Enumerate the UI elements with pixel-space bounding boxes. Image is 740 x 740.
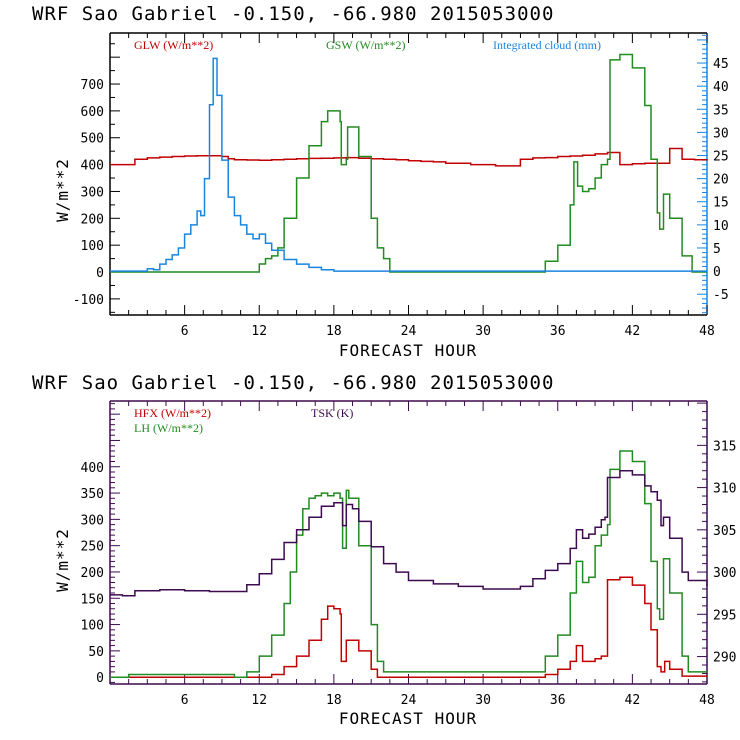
- integrated-cloud-series-line: [110, 57, 707, 272]
- right-y-tick-label: 25: [713, 150, 729, 165]
- gsw-series-line: [110, 53, 707, 273]
- x-tick-label: 12: [251, 693, 267, 708]
- legend-lh: LH (W/m**2): [134, 421, 203, 435]
- left-y-tick-label: 150: [81, 592, 104, 607]
- left-y-tick-label: 100: [81, 619, 104, 634]
- right-y-tick-label: 5: [713, 242, 721, 257]
- right-y-tick-label: 290: [713, 651, 736, 666]
- x-tick-label: 24: [401, 693, 417, 708]
- lh-series-line: [110, 450, 707, 678]
- top-panel-title: WRF Sao Gabriel -0.150, -66.980 20150530…: [32, 3, 554, 25]
- x-tick-label: 36: [550, 324, 566, 339]
- x-tick-label: 42: [625, 324, 641, 339]
- right-y-tick-label: 45: [713, 57, 729, 72]
- bottom-x-axis-label: FORECAST HOUR: [339, 709, 477, 728]
- left-y-tick-label: 400: [81, 159, 104, 174]
- right-y-tick-label: 315: [713, 439, 736, 454]
- left-y-tick-label: 100: [81, 239, 104, 254]
- right-y-tick-label: 30: [713, 126, 729, 141]
- right-y-tick-label: 305: [713, 524, 736, 539]
- left-y-tick-label: 300: [81, 185, 104, 200]
- x-tick-label: 6: [181, 693, 189, 708]
- left-y-tick-label: 0: [96, 671, 104, 686]
- tsk-series-line: [110, 469, 708, 597]
- legend-tsk: TSK (K): [311, 406, 353, 420]
- left-y-tick-label: 350: [81, 487, 104, 502]
- x-tick-label: 18: [326, 324, 342, 339]
- glw-series-line: [110, 147, 708, 167]
- right-y-tick-label: -5: [713, 288, 729, 303]
- left-y-tick-label: 50: [88, 645, 104, 660]
- x-tick-label: 24: [401, 324, 417, 339]
- top-x-axis-label: FORECAST HOUR: [339, 341, 477, 360]
- left-y-tick-label: 300: [81, 513, 104, 528]
- x-tick-label: 36: [550, 693, 566, 708]
- right-y-tick-label: 20: [713, 173, 729, 188]
- legend-gsw: GSW (W/m**2): [326, 38, 405, 52]
- hfx-series-line: [110, 576, 707, 678]
- left-y-tick-label: -100: [73, 293, 104, 308]
- legend-integrated-cloud: Integrated cloud (mm): [493, 38, 601, 52]
- top-y-axis-label: W/m**2: [53, 158, 72, 222]
- bottom-panel-title: WRF Sao Gabriel -0.150, -66.980 20150530…: [32, 372, 554, 394]
- x-tick-label: 48: [699, 324, 715, 339]
- left-y-tick-label: 600: [81, 105, 104, 120]
- left-y-tick-label: 0: [96, 266, 104, 281]
- x-tick-label: 48: [699, 693, 715, 708]
- right-y-tick-label: 35: [713, 103, 729, 118]
- x-tick-label: 18: [326, 693, 342, 708]
- right-y-tick-label: 10: [713, 219, 729, 234]
- left-y-tick-label: 500: [81, 132, 104, 147]
- legend-hfx: HFX (W/m**2): [134, 406, 211, 420]
- right-y-tick-label: 40: [713, 80, 729, 95]
- bottom-y-axis-label: W/m**2: [53, 528, 72, 592]
- x-tick-label: 42: [625, 693, 641, 708]
- left-y-tick-label: 200: [81, 566, 104, 581]
- x-tick-label: 30: [475, 324, 491, 339]
- radiation-panel: WRF Sao Gabriel -0.150, -66.980 20150530…: [32, 3, 729, 360]
- left-y-tick-label: 700: [81, 78, 104, 93]
- x-tick-label: 12: [251, 324, 267, 339]
- surface-flux-panel: WRF Sao Gabriel -0.150, -66.980 20150530…: [32, 372, 736, 728]
- left-y-tick-label: 400: [81, 461, 104, 476]
- right-y-tick-label: 0: [713, 265, 721, 280]
- x-tick-label: 30: [475, 693, 491, 708]
- right-y-tick-label: 15: [713, 196, 729, 211]
- legend-glw: GLW (W/m**2): [134, 38, 213, 52]
- right-y-tick-label: 310: [713, 482, 736, 497]
- right-y-tick-label: 300: [713, 566, 736, 581]
- right-y-tick-label: 295: [713, 608, 736, 623]
- left-y-tick-label: 200: [81, 212, 104, 227]
- x-tick-label: 6: [181, 324, 189, 339]
- left-y-tick-label: 250: [81, 540, 104, 555]
